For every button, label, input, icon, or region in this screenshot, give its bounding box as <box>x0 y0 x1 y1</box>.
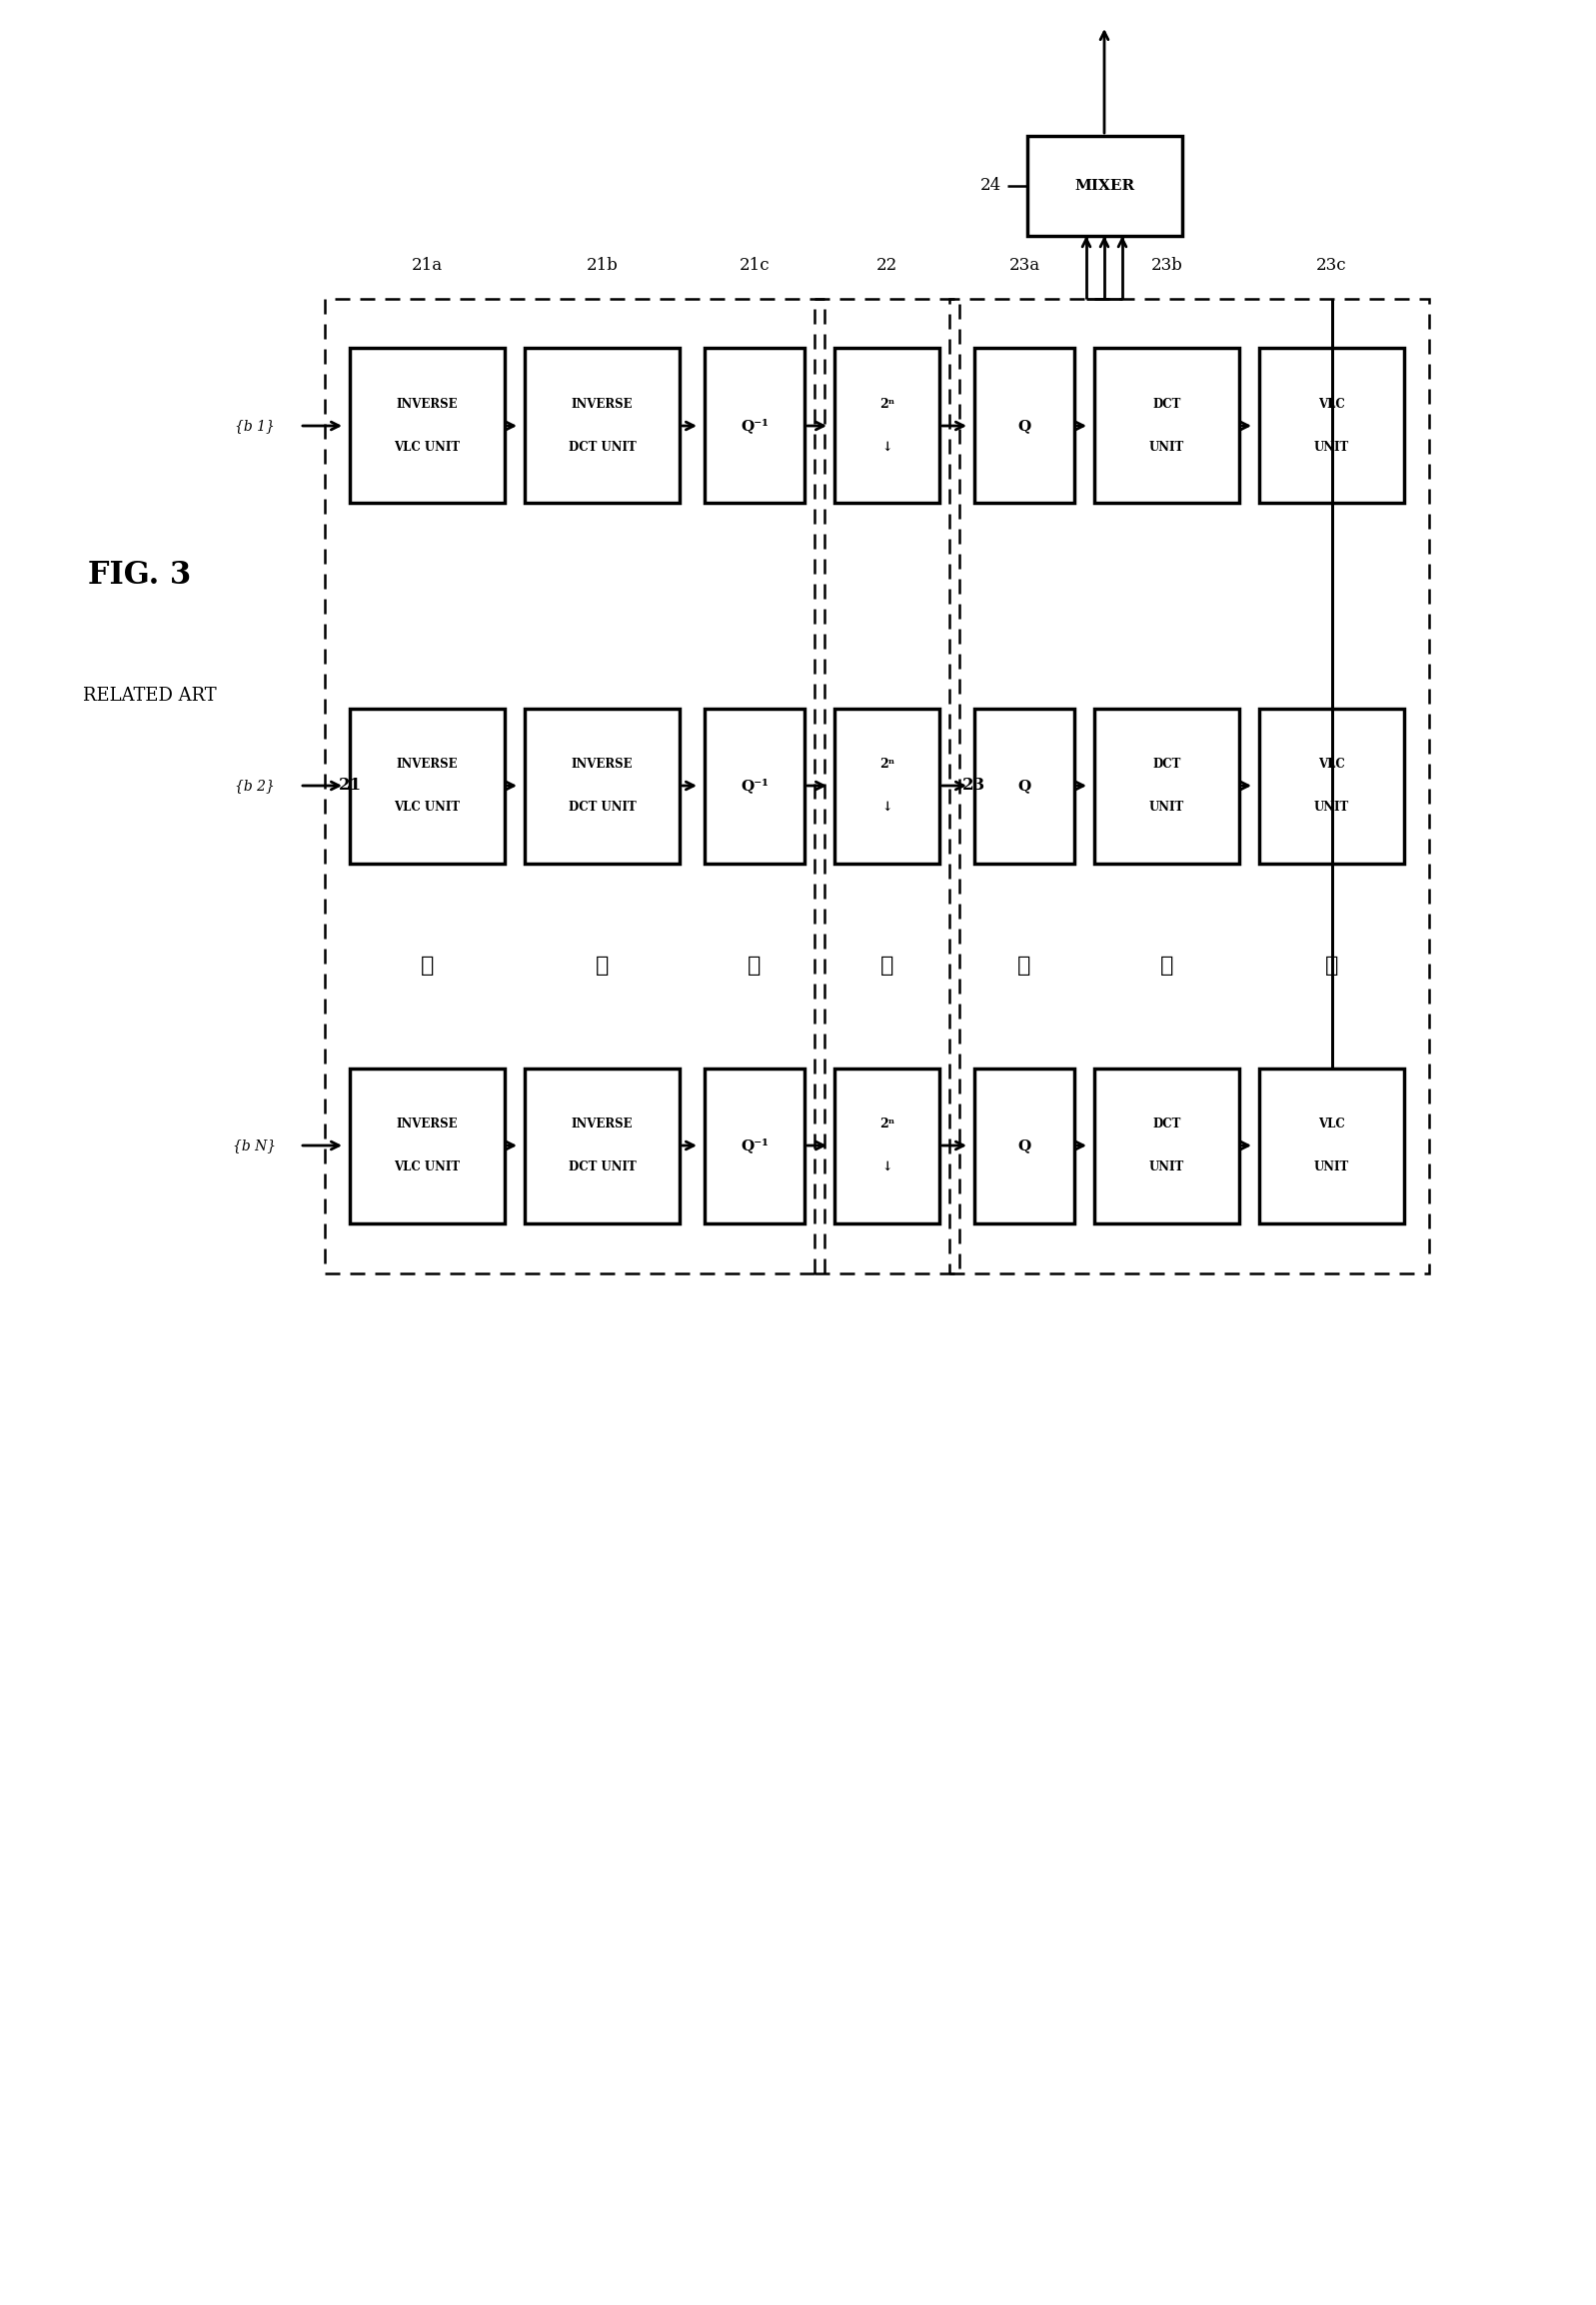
Text: 23: 23 <box>962 777 986 795</box>
Bar <box>525 1067 680 1224</box>
Bar <box>704 1067 804 1224</box>
Text: ⋯: ⋯ <box>881 954 894 977</box>
Text: DCT: DCT <box>1152 758 1181 770</box>
Text: DCT UNIT: DCT UNIT <box>568 800 635 814</box>
Text: INVERSE: INVERSE <box>571 1118 634 1129</box>
Bar <box>350 1067 504 1224</box>
Text: DCT: DCT <box>1152 399 1181 410</box>
Text: Q: Q <box>1018 420 1031 433</box>
Text: UNIT: UNIT <box>1149 800 1184 814</box>
Text: ⋯: ⋯ <box>1325 954 1339 977</box>
Bar <box>704 708 804 862</box>
Text: Q: Q <box>1018 1139 1031 1152</box>
Text: 2ⁿ: 2ⁿ <box>879 399 895 410</box>
Text: ⋯: ⋯ <box>421 954 434 977</box>
Text: VLC: VLC <box>1318 399 1345 410</box>
Bar <box>975 708 1074 862</box>
Text: UNIT: UNIT <box>1149 440 1184 454</box>
Bar <box>350 348 504 502</box>
Text: DCT UNIT: DCT UNIT <box>568 440 635 454</box>
Bar <box>950 297 1428 1272</box>
Text: Q⁻¹: Q⁻¹ <box>741 420 768 433</box>
Text: 23c: 23c <box>1317 256 1347 274</box>
Bar <box>1259 708 1404 862</box>
Text: ⋯: ⋯ <box>1018 954 1031 977</box>
Bar <box>814 297 959 1272</box>
Bar <box>835 708 940 862</box>
Text: VLC UNIT: VLC UNIT <box>394 1162 460 1173</box>
Text: Q⁻¹: Q⁻¹ <box>741 1139 768 1152</box>
Text: {b 1}: {b 1} <box>235 420 275 433</box>
Text: Q: Q <box>1018 779 1031 793</box>
Text: UNIT: UNIT <box>1314 800 1349 814</box>
Bar <box>975 348 1074 502</box>
Text: ↓: ↓ <box>881 800 892 814</box>
Text: ⋯: ⋯ <box>595 954 608 977</box>
Bar <box>1095 348 1238 502</box>
Text: INVERSE: INVERSE <box>396 758 458 770</box>
Text: VLC: VLC <box>1318 1118 1345 1129</box>
Text: ⋯: ⋯ <box>749 954 761 977</box>
Text: DCT UNIT: DCT UNIT <box>568 1162 635 1173</box>
Text: DCT: DCT <box>1152 1118 1181 1129</box>
Text: VLC: VLC <box>1318 758 1345 770</box>
Text: 23b: 23b <box>1151 256 1183 274</box>
Bar <box>1259 348 1404 502</box>
Text: ⋯: ⋯ <box>1160 954 1173 977</box>
Text: INVERSE: INVERSE <box>571 399 634 410</box>
Bar <box>326 297 825 1272</box>
Text: 21a: 21a <box>412 256 442 274</box>
Text: RELATED ART: RELATED ART <box>83 687 217 705</box>
Bar <box>704 348 804 502</box>
Bar <box>835 1067 940 1224</box>
Text: INVERSE: INVERSE <box>396 399 458 410</box>
Bar <box>975 1067 1074 1224</box>
Text: 2ⁿ: 2ⁿ <box>879 758 895 770</box>
Bar <box>350 708 504 862</box>
Text: INVERSE: INVERSE <box>396 1118 458 1129</box>
Text: ↓: ↓ <box>881 440 892 454</box>
Text: 24: 24 <box>980 177 1002 194</box>
Text: {b 2}: {b 2} <box>235 779 275 793</box>
Text: VLC UNIT: VLC UNIT <box>394 800 460 814</box>
Text: 2ⁿ: 2ⁿ <box>879 1118 895 1129</box>
Text: ↓: ↓ <box>881 1162 892 1173</box>
Text: 21: 21 <box>338 777 361 795</box>
Bar <box>525 708 680 862</box>
Text: {b N}: {b N} <box>233 1139 276 1152</box>
Bar <box>1026 136 1181 235</box>
Bar <box>525 348 680 502</box>
Bar <box>1095 708 1238 862</box>
Text: 22: 22 <box>876 256 897 274</box>
Text: MIXER: MIXER <box>1074 180 1135 194</box>
Text: FIG. 3: FIG. 3 <box>88 560 192 592</box>
Bar <box>1259 1067 1404 1224</box>
Bar <box>1095 1067 1238 1224</box>
Text: 23a: 23a <box>1009 256 1041 274</box>
Text: UNIT: UNIT <box>1314 440 1349 454</box>
Text: UNIT: UNIT <box>1314 1162 1349 1173</box>
Text: 21c: 21c <box>739 256 769 274</box>
Text: INVERSE: INVERSE <box>571 758 634 770</box>
Text: Q⁻¹: Q⁻¹ <box>741 779 768 793</box>
Bar <box>835 348 940 502</box>
Text: UNIT: UNIT <box>1149 1162 1184 1173</box>
Text: VLC UNIT: VLC UNIT <box>394 440 460 454</box>
Text: 21b: 21b <box>586 256 618 274</box>
